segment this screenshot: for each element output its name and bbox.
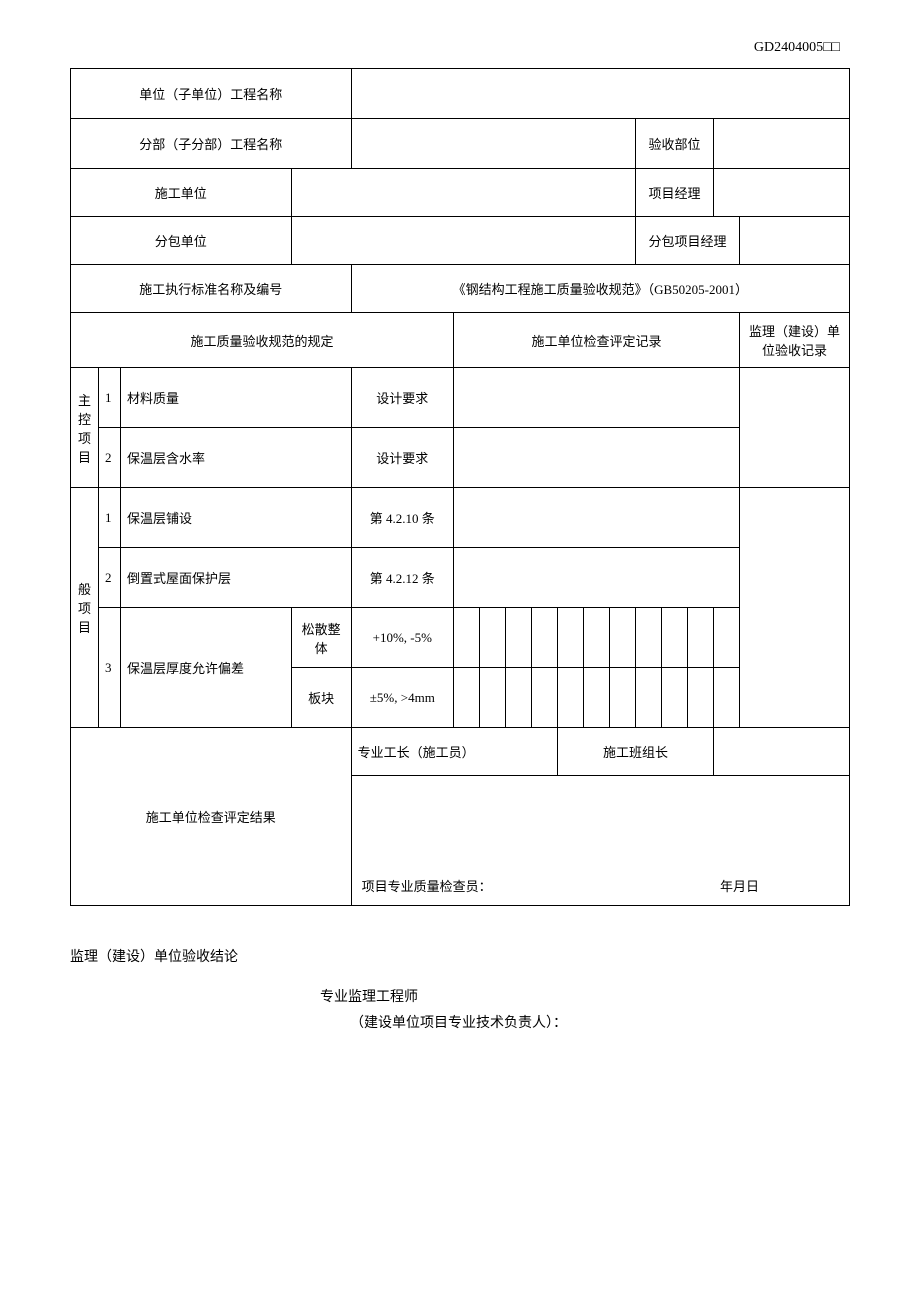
team-leader-value[interactable] bbox=[714, 728, 850, 776]
mc-req-2: 设计要求 bbox=[351, 428, 453, 488]
grid-cell[interactable] bbox=[558, 608, 584, 668]
conclusion-label: 监理（建设）单位验收结论 bbox=[70, 946, 850, 966]
grid-cell[interactable] bbox=[688, 668, 714, 728]
engineer-label: 专业监理工程师 bbox=[70, 986, 850, 1006]
mc-req-1: 设计要求 bbox=[351, 368, 453, 428]
unit-name-label: 单位（子单位）工程名称 bbox=[71, 69, 352, 119]
grid-cell[interactable] bbox=[636, 668, 662, 728]
bottom-section: 监理（建设）单位验收结论 专业监理工程师 （建设单位项目专业技术负责人）： bbox=[70, 946, 850, 1032]
check-result-label: 施工单位检查评定结果 bbox=[71, 728, 352, 906]
inspection-form-table: 单位（子单位）工程名称 分部（子分部）工程名称 验收部位 施工单位 项目经理 分… bbox=[70, 68, 850, 906]
grid-cell[interactable] bbox=[636, 608, 662, 668]
grid-cell[interactable] bbox=[714, 668, 740, 728]
gen-supervisor[interactable] bbox=[740, 488, 850, 728]
mc-record-1[interactable] bbox=[454, 368, 740, 428]
mc-record-2[interactable] bbox=[454, 428, 740, 488]
supervisor-record-header: 监理（建设）单位验收记录 bbox=[740, 313, 850, 368]
team-leader-label: 施工班组长 bbox=[558, 728, 714, 776]
construction-unit-value[interactable] bbox=[291, 169, 635, 217]
grid-cell[interactable] bbox=[688, 608, 714, 668]
grid-cell[interactable] bbox=[532, 608, 558, 668]
main-control-group: 主控项目 bbox=[71, 368, 99, 488]
grid-cell[interactable] bbox=[662, 608, 688, 668]
grid-cell[interactable] bbox=[662, 668, 688, 728]
grid-cell[interactable] bbox=[558, 668, 584, 728]
check-record-header: 施工单位检查评定记录 bbox=[454, 313, 740, 368]
grid-cell[interactable] bbox=[714, 608, 740, 668]
date-label: 年月日 bbox=[720, 876, 839, 895]
responsible-label: （建设单位项目专业技术负责人）： bbox=[70, 1012, 850, 1032]
foreman-label: 专业工长（施工员） bbox=[351, 728, 557, 776]
gen-num-2: 2 bbox=[99, 548, 121, 608]
gen-item-3: 保温层厚度允许偏差 bbox=[121, 608, 292, 728]
subcontract-unit-value[interactable] bbox=[291, 217, 635, 265]
grid-cell[interactable] bbox=[454, 668, 480, 728]
gen-sub1-label: 松散整体 bbox=[291, 608, 351, 668]
mc-supervisor[interactable] bbox=[740, 368, 850, 488]
gen-req-2: 第 4.2.12 条 bbox=[351, 548, 453, 608]
gen-sub1-req: +10%, -5% bbox=[351, 608, 453, 668]
gen-sub2-label: 板块 bbox=[291, 668, 351, 728]
grid-cell[interactable] bbox=[584, 668, 610, 728]
mc-item-1: 材料质量 bbox=[121, 368, 352, 428]
subcontract-manager-label: 分包项目经理 bbox=[636, 217, 740, 265]
document-code: GD2404005□□ bbox=[70, 40, 850, 56]
general-group: 般项目 bbox=[71, 488, 99, 728]
construction-unit-label: 施工单位 bbox=[71, 169, 292, 217]
subcontract-unit-label: 分包单位 bbox=[71, 217, 292, 265]
inspector-label: 项目专业质量检查员： bbox=[362, 876, 492, 895]
project-manager-value[interactable] bbox=[714, 169, 850, 217]
accept-part-value[interactable] bbox=[714, 119, 850, 169]
grid-cell[interactable] bbox=[506, 608, 532, 668]
standard-label: 施工执行标准名称及编号 bbox=[71, 265, 352, 313]
gen-item-2: 倒置式屋面保护层 bbox=[121, 548, 352, 608]
grid-cell[interactable] bbox=[610, 668, 636, 728]
gen-item-1: 保温层铺设 bbox=[121, 488, 352, 548]
grid-cell[interactable] bbox=[454, 608, 480, 668]
unit-name-value[interactable] bbox=[351, 69, 849, 119]
project-manager-label: 项目经理 bbox=[636, 169, 714, 217]
grid-cell[interactable] bbox=[532, 668, 558, 728]
grid-cell[interactable] bbox=[610, 608, 636, 668]
spec-header: 施工质量验收规范的规定 bbox=[71, 313, 454, 368]
grid-cell[interactable] bbox=[480, 668, 506, 728]
grid-cell[interactable] bbox=[584, 608, 610, 668]
mc-num-2: 2 bbox=[99, 428, 121, 488]
gen-num-1: 1 bbox=[99, 488, 121, 548]
standard-value: 《钢结构工程施工质量验收规范》（GB50205-2001） bbox=[351, 265, 849, 313]
mc-num-1: 1 bbox=[99, 368, 121, 428]
subcontract-manager-value[interactable] bbox=[740, 217, 850, 265]
gen-record-2[interactable] bbox=[454, 548, 740, 608]
subunit-name-value[interactable] bbox=[351, 119, 635, 169]
subunit-name-label: 分部（子分部）工程名称 bbox=[71, 119, 352, 169]
mc-item-2: 保温层含水率 bbox=[121, 428, 352, 488]
gen-req-1: 第 4.2.10 条 bbox=[351, 488, 453, 548]
grid-cell[interactable] bbox=[480, 608, 506, 668]
gen-num-3: 3 bbox=[99, 608, 121, 728]
accept-part-label: 验收部位 bbox=[636, 119, 714, 169]
grid-cell[interactable] bbox=[506, 668, 532, 728]
gen-sub2-req: ±5%, >4mm bbox=[351, 668, 453, 728]
result-box[interactable]: 项目专业质量检查员： 年月日 bbox=[351, 776, 849, 906]
gen-record-1[interactable] bbox=[454, 488, 740, 548]
